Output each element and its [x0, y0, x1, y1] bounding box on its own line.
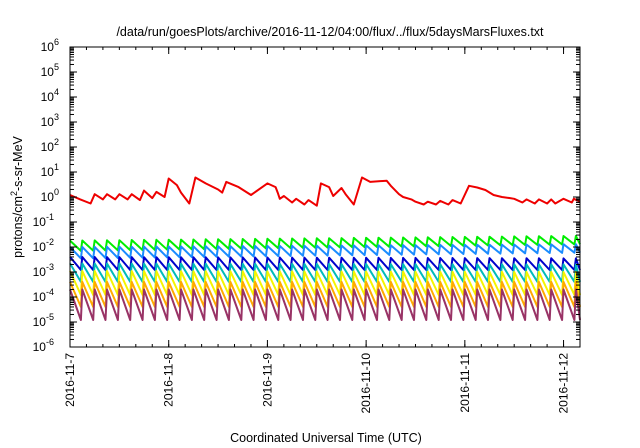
y-tick-label: 102	[41, 137, 59, 154]
y-tick-label: 10-5	[33, 312, 54, 329]
y-tick-label: 101	[41, 162, 59, 179]
x-tick-label: 2016-11-9	[260, 353, 274, 407]
y-axis-label-text: protons/cm2-s-sr-MeV	[9, 135, 25, 257]
y-tick-label: 10-4	[33, 287, 54, 304]
y-tick-label: 104	[41, 87, 59, 104]
y-tick-label: 10-2	[33, 237, 54, 254]
series-line-2	[69, 234, 581, 252]
y-tick-label: 103	[41, 112, 59, 129]
series-line-8	[69, 288, 581, 321]
x-tick-label: 2016-11-12	[557, 353, 571, 414]
y-tick-label: 10-3	[33, 262, 54, 279]
y-tick-label: 105	[41, 62, 59, 79]
y-tick-label: 10-1	[33, 212, 54, 229]
x-tick-label: 2016-11-7	[63, 353, 77, 407]
x-tick-label: 2016-11-8	[162, 353, 176, 407]
series-line-3	[69, 243, 581, 260]
x-axis-label: Coordinated Universal Time (UTC)	[230, 431, 422, 445]
x-tick-label: 2016-11-11	[458, 353, 472, 413]
chart-title: /data/run/goesPlots/archive/2016-11-12/0…	[116, 25, 544, 39]
series-layer	[69, 176, 581, 321]
y-tick-label: 106	[41, 37, 59, 54]
ticks-layer: 10-6 10-5 10-4 10-3 10-2 10-1 100 101 102 103 104 1…	[33, 37, 581, 414]
x-tick-label: 2016-11-10	[359, 353, 373, 414]
y-axis-label: protons/cm2-s-sr-MeV	[9, 135, 25, 257]
y-tick-label: 10-6	[33, 337, 54, 354]
y-tick-label: 100	[41, 187, 59, 204]
series-line-1	[69, 176, 581, 207]
